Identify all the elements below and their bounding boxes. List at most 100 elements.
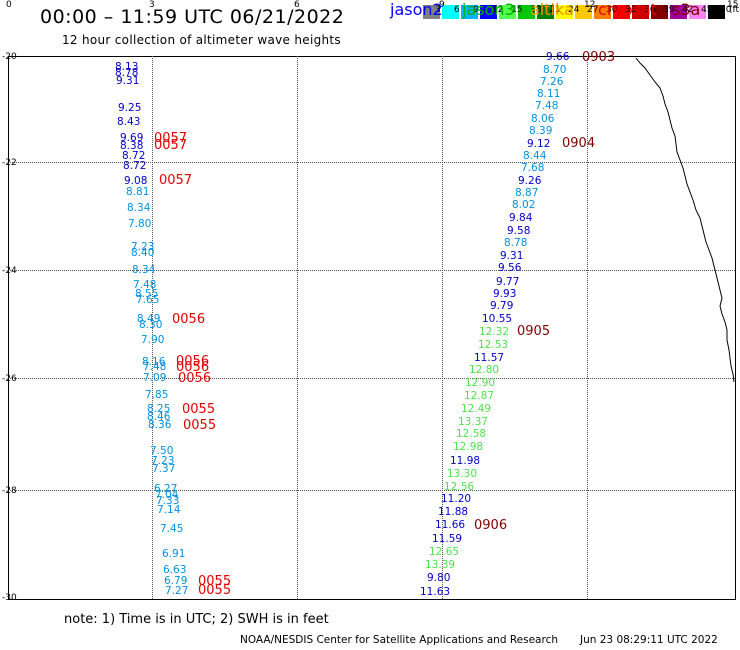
- wave-height-label: 7.90: [141, 334, 165, 346]
- wave-height-label: 9.56: [498, 262, 522, 274]
- wave-height-label: 8.25: [147, 403, 171, 415]
- wave-height-label: 8.78: [504, 237, 528, 249]
- wave-height-label: 6.91: [162, 548, 186, 560]
- legend-jason3: jason3: [462, 0, 515, 19]
- wave-height-label: 8.34: [127, 202, 151, 214]
- wave-height-label: 11.57: [474, 352, 505, 364]
- pass-time-label: 0904: [562, 136, 596, 151]
- scale-label: 6: [454, 5, 460, 15]
- wave-height-label: 7.37: [152, 463, 176, 475]
- wave-height-label: 11.66: [435, 519, 466, 531]
- scale-label: 30: [606, 5, 618, 15]
- pass-time-label: 0056: [178, 371, 212, 386]
- scale-swatch: [708, 5, 725, 19]
- latitude-label: -20: [2, 52, 17, 62]
- pass-time-label: 0055: [198, 574, 232, 589]
- wave-height-label: 13.30: [447, 468, 478, 480]
- scale-swatch: [423, 5, 440, 19]
- legend-cryosat: cryosat: [598, 0, 658, 19]
- wave-height-label: 7.48: [143, 361, 167, 373]
- pass-time-label: 0057: [159, 173, 193, 188]
- wave-height-label: 8.70: [543, 64, 567, 76]
- legend-s3a: s3a: [672, 0, 701, 19]
- wave-height-label: 12.58: [456, 428, 487, 440]
- wave-height-label: 12.98: [453, 441, 484, 453]
- wave-height-label: 8.43: [117, 116, 141, 128]
- wave-height-label: 9.25: [118, 102, 142, 114]
- scale-swatch: [594, 5, 611, 19]
- wave-height-label: 11.63: [420, 586, 451, 598]
- longitude-gridline: [442, 56, 443, 599]
- pass-time-label: 0055: [183, 418, 217, 433]
- wave-height-label: 7.23: [131, 241, 155, 253]
- wave-height-label: 7.85: [145, 389, 169, 401]
- map-frame: [8, 56, 736, 600]
- scale-label: 33: [625, 5, 637, 15]
- scale-swatch: [461, 5, 478, 19]
- scale-label: 27: [587, 5, 599, 15]
- wave-height-label: 9.80: [427, 572, 451, 584]
- wave-height-label: 8.87: [515, 187, 539, 199]
- scale-label: 39: [663, 5, 675, 15]
- wave-height-label: 8.40: [131, 247, 155, 259]
- wave-height-label: 8.81: [126, 186, 150, 198]
- scale-swatch: [518, 5, 535, 19]
- wave-height-label: 11.98: [450, 455, 481, 467]
- wave-height-label: 9.66: [546, 51, 570, 63]
- wave-height-label: 8.36: [148, 419, 172, 431]
- pass-time-label: 0057: [154, 138, 188, 153]
- longitude-gridline: [297, 56, 298, 599]
- wave-height-label: 8.72: [123, 160, 147, 172]
- credit-line: NOAA/NESDIS Center for Satellite Applica…: [240, 634, 558, 646]
- wave-height-label: 9.84: [509, 212, 533, 224]
- latitude-label: -28: [2, 486, 17, 496]
- longitude-gridline: [152, 56, 153, 599]
- wave-height-label: 8.34: [132, 264, 156, 276]
- wave-height-label: 9.93: [493, 288, 517, 300]
- wave-height-label: 8.13: [115, 61, 139, 73]
- wave-height-label: 9.08: [124, 175, 148, 187]
- pass-time-label: 0055: [198, 583, 232, 598]
- wave-height-label: 7.14: [157, 504, 181, 516]
- latitude-label: -24: [2, 266, 17, 276]
- scale-label: 12: [492, 5, 504, 15]
- scale-label: 42: [682, 5, 694, 15]
- longitude-label: 15: [727, 0, 739, 10]
- map-title: 00:00 – 11:59 UTC 06/21/2022: [40, 6, 345, 28]
- wave-height-label: 7.27: [165, 585, 189, 597]
- wave-height-label: 10.55: [482, 313, 513, 325]
- wave-height-label: 6.79: [164, 575, 188, 587]
- wave-height-label: 9.79: [490, 300, 514, 312]
- wave-height-label: 7.50: [150, 445, 174, 457]
- scale-swatch: [480, 5, 497, 19]
- pass-time-label: 0903: [582, 50, 616, 65]
- scale-label: 70: [720, 5, 732, 15]
- scale-label: 21: [549, 5, 561, 15]
- pass-time-label: 0056: [176, 360, 210, 375]
- wave-height-label: 9.77: [496, 276, 520, 288]
- scale-label: 15: [511, 5, 523, 15]
- scale-swatch: [613, 5, 630, 19]
- latitude-gridline: [8, 270, 735, 271]
- longitude-label: 12: [584, 0, 596, 10]
- wave-height-label: 7.80: [128, 218, 152, 230]
- wave-height-label: 9.58: [507, 225, 531, 237]
- wave-height-label: 12.56: [444, 481, 475, 493]
- wave-height-label: 9.31: [116, 75, 140, 87]
- pass-time-label: 0055: [182, 402, 216, 417]
- pass-time-label: 0056: [176, 354, 210, 369]
- pass-time-label: 0057: [154, 131, 188, 146]
- wave-height-label: 7.48: [535, 100, 559, 112]
- scale-label: 3: [435, 5, 441, 15]
- wave-height-label: 8.78: [115, 67, 139, 79]
- wave-height-label: 12.80: [469, 364, 500, 376]
- wave-height-label: 7.45: [160, 523, 184, 535]
- scale-label: 9: [473, 5, 479, 15]
- wave-height-label: 8.46: [147, 411, 171, 423]
- wave-height-label: 7.04: [155, 489, 179, 501]
- latitude-label: -22: [2, 158, 17, 168]
- scale-swatch: [537, 5, 554, 19]
- footnote: note: 1) Time is in UTC; 2) SWH is in fe…: [64, 612, 329, 627]
- wave-height-label: 7.33: [156, 495, 180, 507]
- wave-height-label: 8.16: [142, 356, 166, 368]
